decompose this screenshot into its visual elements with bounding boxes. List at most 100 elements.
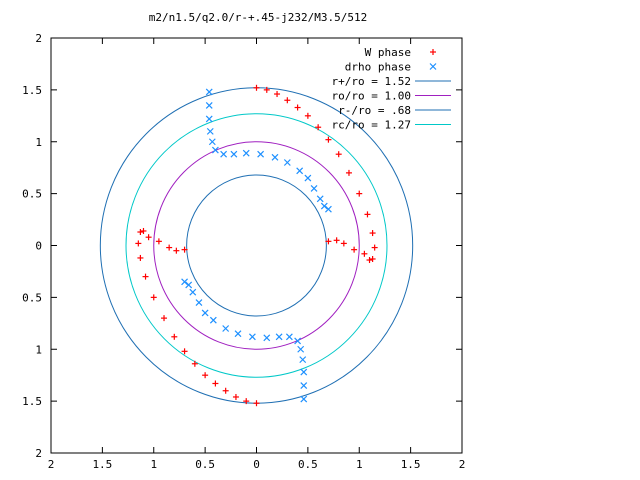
w-phase-point [430, 49, 436, 55]
w-phase-point [137, 254, 144, 261]
x-tick-label: 2 [459, 458, 466, 471]
w-phase-point [263, 86, 270, 93]
drho-phase-point [208, 138, 216, 146]
w-phase-point [325, 238, 332, 245]
series-plus [135, 84, 378, 407]
w-phase-point [181, 246, 188, 253]
w-phase-point [304, 112, 311, 119]
w-phase-point [232, 393, 239, 400]
x-tick-label: 1 [356, 458, 363, 471]
legend-label: r+/ro = 1.52 [332, 75, 411, 88]
drho-phase-point [429, 63, 437, 70]
w-phase-point [191, 360, 198, 367]
w-phase-point [369, 230, 376, 237]
w-phase-point [366, 257, 373, 264]
w-phase-point [243, 398, 250, 405]
w-phase-point [274, 91, 281, 98]
drho-phase-point [209, 316, 217, 324]
w-phase-point [364, 211, 371, 218]
drho-phase-point [316, 195, 324, 203]
series-cross [181, 88, 332, 403]
w-phase-point [333, 237, 340, 244]
w-phase-point [171, 333, 178, 340]
drho-phase-point [271, 153, 279, 161]
drho-phase-point [283, 159, 291, 166]
legend-label: r-/ro = .68 [338, 104, 411, 117]
w-phase-point [222, 387, 229, 394]
ref-circle [186, 174, 327, 317]
drho-phase-point [206, 127, 214, 135]
legend-label: W phase [365, 46, 411, 59]
chart-title: m2/n1.5/q2.0/r-+.45-j232/M3.5/512 [149, 11, 368, 24]
w-phase-point [325, 136, 332, 143]
drho-phase-point [248, 333, 256, 341]
w-phase-point [253, 400, 260, 407]
data-points [135, 84, 378, 407]
drho-phase-point [325, 205, 332, 213]
w-phase-point [315, 124, 322, 131]
w-phase-point [137, 229, 144, 236]
w-phase-point [356, 190, 363, 197]
drho-phase-point [234, 330, 242, 338]
x-tick-label: 0.5 [298, 458, 318, 471]
w-phase-point [140, 227, 147, 234]
drho-phase-point [310, 185, 318, 192]
drho-phase-point [222, 325, 230, 332]
y-tick-label: 2 [35, 447, 42, 460]
y-tick-label: 0.5 [22, 188, 42, 201]
drho-phase-point [211, 146, 219, 154]
w-phase-point [150, 294, 157, 301]
w-phase-point [155, 238, 162, 245]
x-tick-label: 0.5 [195, 458, 215, 471]
reference-circles [99, 87, 414, 404]
y-tick-label: 2 [35, 32, 42, 45]
y-tick-label: 1 [35, 136, 42, 149]
drho-phase-point [205, 115, 213, 123]
drho-phase-point [320, 202, 328, 210]
ref-circle [99, 87, 414, 404]
y-tick-label: 1.5 [22, 84, 42, 97]
y-tick-label: 0.5 [22, 291, 42, 304]
drho-phase-point [201, 309, 209, 317]
x-tick-label: 2 [48, 458, 55, 471]
y-tick-label: 1.5 [22, 395, 42, 408]
w-phase-point [166, 244, 173, 251]
w-phase-point [369, 255, 376, 262]
w-phase-point [284, 97, 291, 104]
w-phase-point [202, 372, 209, 379]
drho-phase-point [185, 281, 193, 289]
drho-phase-point [181, 278, 188, 286]
y-tick-label: 1 [35, 343, 42, 356]
drho-phase-point [296, 167, 304, 175]
legend-label: ro/ro = 1.00 [332, 90, 411, 103]
ref-circle [153, 141, 360, 350]
x-tick-label: 0 [253, 458, 260, 471]
w-phase-point [371, 244, 378, 251]
drho-phase-point [242, 149, 250, 157]
w-phase-point [340, 240, 347, 247]
w-phase-point [161, 315, 168, 322]
drho-phase-point [263, 334, 271, 342]
w-phase-point [294, 104, 301, 111]
drho-phase-point [304, 174, 312, 182]
x-tick-label: 1 [150, 458, 157, 471]
w-phase-point [361, 250, 368, 257]
w-phase-point [212, 380, 219, 387]
drho-phase-point [297, 345, 305, 353]
w-phase-point [181, 348, 188, 355]
drho-phase-point [195, 299, 203, 306]
w-phase-point [335, 151, 342, 158]
drho-phase-point [189, 288, 197, 296]
legend-label: drho phase [345, 61, 411, 74]
drho-phase-point [285, 333, 293, 341]
w-phase-point [253, 84, 260, 91]
drho-phase-point [294, 337, 302, 345]
drho-phase-point [300, 395, 308, 403]
x-tick-label: 1.5 [92, 458, 112, 471]
x-tick-label: 1.5 [401, 458, 421, 471]
axes: 2 1.5 1 0.5 0 0.5 1 1.5 221.510.500.511.52 [22, 32, 465, 471]
legend-label: rc/ro = 1.27 [332, 119, 411, 132]
w-phase-point [351, 246, 358, 253]
